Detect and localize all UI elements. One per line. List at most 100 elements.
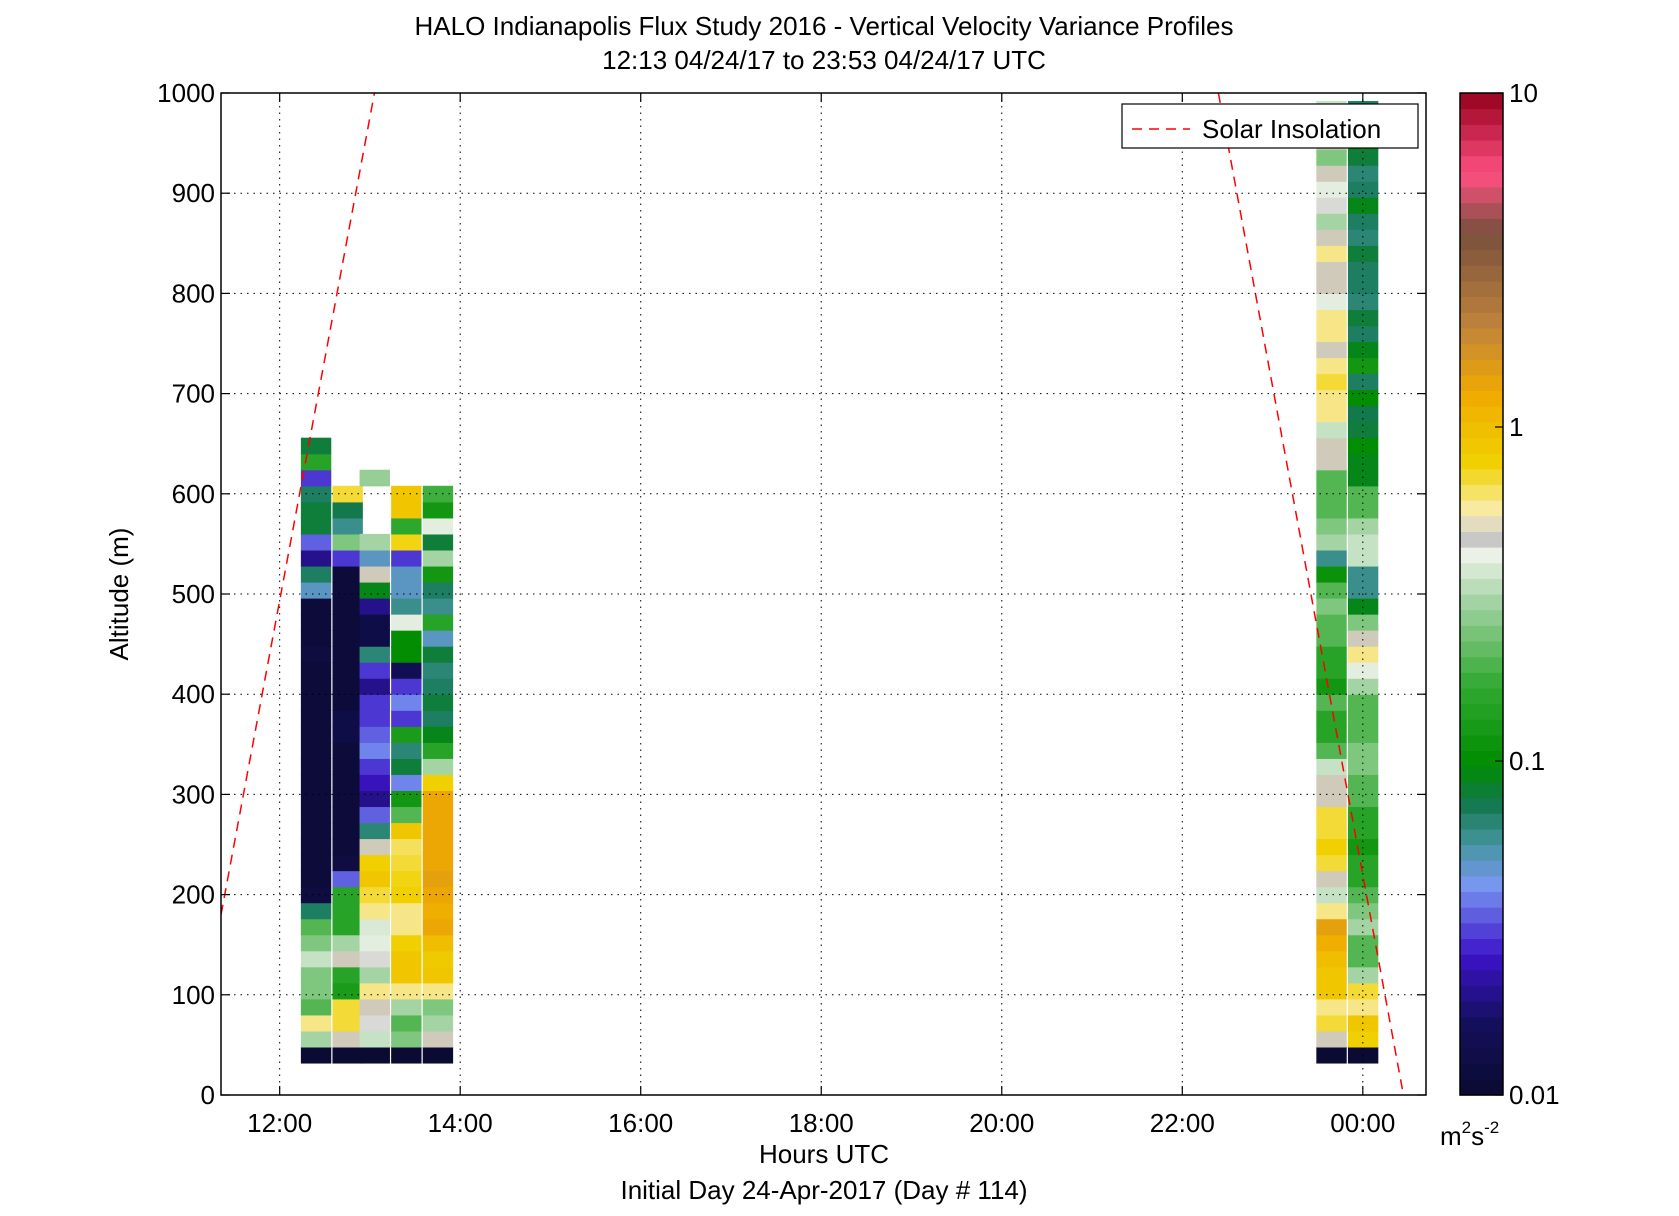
- heatmap-cell: [422, 678, 454, 695]
- heatmap-cell: [300, 501, 332, 519]
- heatmap-cell: [359, 1046, 390, 1064]
- colorbar-segment: [1460, 186, 1503, 204]
- heatmap-cell: [1316, 822, 1347, 840]
- heatmap-cell: [300, 982, 332, 1000]
- heatmap-cell: [332, 501, 363, 519]
- heatmap-cell: [332, 1014, 363, 1032]
- heatmap-cell: [1347, 790, 1379, 808]
- heatmap-cell: [391, 581, 422, 599]
- colorbar-segment: [1460, 1063, 1503, 1080]
- heatmap-cell: [391, 614, 422, 631]
- heatmap-cell: [1316, 229, 1347, 246]
- colorbar-segment: [1460, 327, 1503, 345]
- heatmap-cell: [422, 870, 454, 888]
- x-axis-label: Hours UTC: [759, 1139, 889, 1169]
- heatmap-cell: [300, 902, 332, 920]
- colorbar-segment: [1460, 437, 1503, 454]
- colorbar-segment: [1460, 578, 1503, 595]
- colorbar-tick-label: 10: [1509, 78, 1538, 108]
- heatmap-cell: [422, 918, 454, 936]
- heatmap-cell: [1316, 630, 1347, 647]
- colorbar-segment: [1460, 766, 1503, 783]
- heatmap-cell: [1347, 421, 1379, 439]
- heatmap-cell: [332, 838, 363, 856]
- heatmap-cell: [422, 822, 454, 840]
- y-tick-label: 900: [172, 178, 215, 208]
- heatmap-cell: [300, 630, 332, 647]
- heatmap-cell: [1347, 822, 1379, 840]
- heatmap-cell: [1316, 838, 1347, 856]
- heatmap-cell: [332, 710, 363, 727]
- heatmap-cell: [422, 806, 454, 824]
- heatmap-cell: [300, 838, 332, 856]
- heatmap-cell: [1316, 549, 1347, 567]
- heatmap-cell: [300, 485, 332, 503]
- heatmap-cell: [391, 1046, 422, 1064]
- heatmap-cell: [332, 533, 363, 551]
- heatmap-cell: [332, 934, 363, 952]
- heatmap-cell: [359, 614, 390, 631]
- heatmap-cell: [1316, 1030, 1347, 1048]
- heatmap-cell: [1316, 277, 1347, 294]
- heatmap-cell: [1347, 678, 1379, 695]
- heatmap-cell: [359, 742, 390, 759]
- heatmap-cell: [1316, 1046, 1347, 1064]
- heatmap-cell: [332, 982, 363, 1000]
- heatmap-cell: [300, 614, 332, 631]
- heatmap-cell: [300, 662, 332, 679]
- heatmap-cell: [1347, 966, 1379, 984]
- y-tick-label: 600: [172, 479, 215, 509]
- heatmap-cell: [1347, 229, 1379, 246]
- legend-box: [1121, 103, 1419, 149]
- heatmap-cell: [422, 726, 454, 743]
- heatmap-cell: [300, 726, 332, 743]
- colorbar-segment: [1460, 844, 1503, 861]
- heatmap-cell: [1347, 517, 1379, 535]
- heatmap-cell: [1316, 581, 1347, 599]
- heatmap-cell: [332, 1046, 363, 1064]
- heatmap-cell: [391, 501, 422, 519]
- heatmap-cell: [391, 966, 422, 984]
- colorbar-segment: [1460, 547, 1503, 564]
- colorbar-units-base: m: [1440, 1121, 1462, 1151]
- heatmap-cell: [300, 1014, 332, 1032]
- heatmap-cell: [300, 742, 332, 759]
- colorbar-segment: [1460, 280, 1503, 298]
- heatmap-cell: [332, 678, 363, 695]
- heatmap-cell: [1347, 469, 1379, 487]
- heatmap-cell: [391, 517, 422, 535]
- heatmap-cell: [359, 469, 390, 487]
- heatmap-cell: [300, 870, 332, 888]
- heatmap-cell: [300, 469, 332, 487]
- heatmap-cell: [391, 870, 422, 888]
- x-tick-label: 00:00: [1330, 1108, 1395, 1138]
- heatmap-cell: [1316, 501, 1347, 519]
- colorbar-segment: [1460, 312, 1503, 329]
- heatmap-cell: [1316, 341, 1347, 359]
- y-tick-label: 700: [172, 379, 215, 409]
- colorbar-segment: [1460, 609, 1503, 626]
- colorbar-tick-label: 0.01: [1509, 1080, 1560, 1110]
- heatmap-cell: [359, 950, 390, 968]
- x-tick-label: 18:00: [789, 1108, 854, 1138]
- colorbar-segment: [1460, 938, 1503, 955]
- heatmap-cell: [332, 822, 363, 840]
- heatmap-cell: [422, 950, 454, 968]
- heatmap-cell: [1347, 197, 1379, 214]
- heatmap-cell: [1316, 758, 1347, 775]
- heatmap-cell: [332, 630, 363, 647]
- colorbar-segment: [1460, 828, 1503, 846]
- heatmap-cell: [422, 758, 454, 775]
- heatmap-cell: [359, 678, 390, 695]
- heatmap-cell: [391, 918, 422, 936]
- heatmap-cell: [332, 485, 363, 503]
- colorbar-segment: [1460, 969, 1503, 987]
- heatmap-cell: [391, 758, 422, 775]
- colorbar-segment: [1460, 296, 1503, 313]
- colorbar-segment: [1460, 891, 1503, 908]
- heatmap-cell: [300, 1030, 332, 1048]
- heatmap-cell: [332, 806, 363, 824]
- heatmap-cell: [391, 694, 422, 711]
- heatmap-cell: [1347, 453, 1379, 471]
